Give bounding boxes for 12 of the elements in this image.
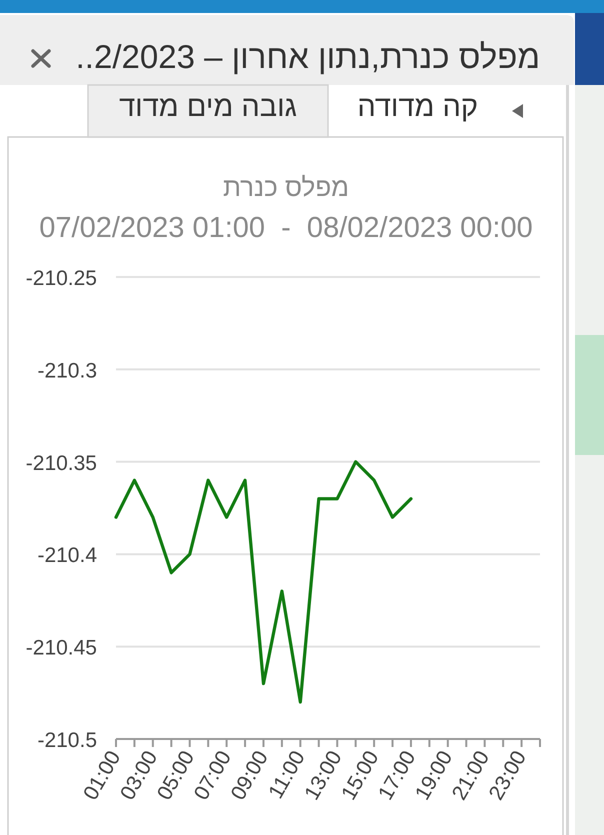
text: מפלס כנרת,נתון אחרון – 2/2023.. bbox=[74, 37, 540, 77]
y-tick-label: -210.4 bbox=[37, 544, 98, 568]
y-tick-label: -210.45 bbox=[26, 636, 97, 660]
y-tick-label: -210.35 bbox=[26, 452, 97, 475]
chart-title: מפלס כנרת bbox=[222, 172, 350, 202]
chart-subtitle: 07/02/2023 01:00 - 08/02/2023 00:00 bbox=[39, 212, 533, 244]
text: קה מדודה bbox=[356, 90, 478, 125]
y-tick-label: -210.25 bbox=[26, 267, 97, 290]
y-tick-label: -210.3 bbox=[37, 359, 97, 382]
y-tick-label: -210.5 bbox=[37, 729, 97, 752]
text: גובה מים מדוד bbox=[118, 90, 298, 125]
line-series bbox=[114, 460, 413, 704]
